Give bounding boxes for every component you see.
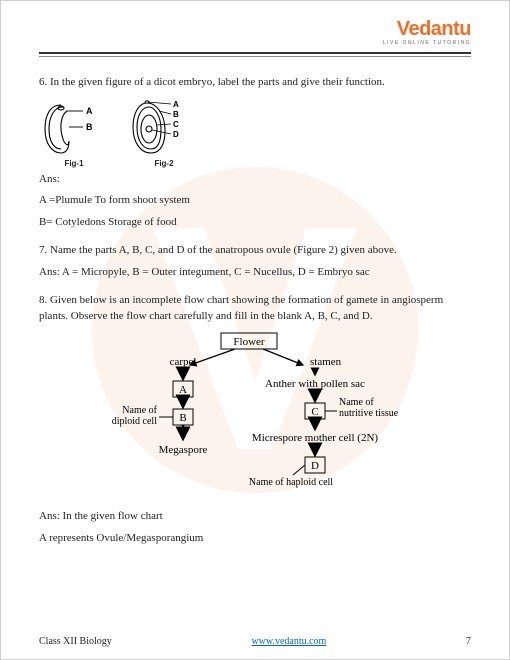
svg-text:A: A [173,100,179,109]
page-container: Vedantu LIVE ONLINE TUTORING 6. In the g… [0,0,510,660]
logo-text: Vedantu [383,19,471,39]
brand-logo: Vedantu LIVE ONLINE TUTORING [383,19,471,46]
footer-link[interactable]: www.vedantu.com [251,636,326,647]
svg-text:B: B [86,122,93,132]
page-content: Vedantu LIVE ONLINE TUTORING 6. In the g… [39,19,471,547]
footer-page: 7 [466,636,471,647]
svg-text:C: C [311,406,318,418]
flowchart-svg: Flower carpel stamen A B Name of diploid [105,331,405,501]
q6-ans-label: Ans: [39,172,471,188]
svg-text:B: B [179,412,186,424]
svg-text:Flower: Flower [233,336,265,348]
q8-ans1: Ans: In the given flow chart [39,509,471,525]
footer: Class XII Biology www.vedantu.com 7 [39,636,471,647]
header-rule-top [39,52,471,54]
q6-ans-a: A =Plumule To form shoot system [39,193,471,209]
q7-ans: Ans: A = Micropyle, B = Outer integument… [39,265,471,281]
svg-text:D: D [311,460,319,472]
logo-subtext: LIVE ONLINE TUTORING [383,40,471,46]
fig2-box: A B C D Fig-2 [129,97,199,170]
q6-question: 6. In the given figure of a dicot embryo… [39,75,471,91]
svg-text:Anther with pollen sac: Anther with pollen sac [265,378,365,390]
svg-text:A: A [179,384,187,396]
footer-subject: Class XII Biology [39,636,112,647]
fig1-caption: Fig-1 [39,158,109,170]
fig2-caption: Fig-2 [129,158,199,170]
q8-ans2: A represents Ovule/Megasporangium [39,531,471,547]
svg-text:C: C [173,120,179,129]
svg-text:Megaspore: Megaspore [159,444,208,456]
q8-question: 8. Given below is an incomplete flow cha… [39,293,471,325]
q7-question: 7. Name the parts A, B, C, and D of the … [39,243,471,259]
svg-text:stamen: stamen [310,356,342,368]
q6-ans-b: B= Cotyledons Storage of food [39,215,471,231]
svg-text:A: A [86,106,93,116]
header: Vedantu LIVE ONLINE TUTORING [39,19,471,46]
svg-text:diploid cell: diploid cell [112,416,157,427]
svg-text:Micrespore mother cell (2N): Micrespore mother cell (2N) [252,432,378,444]
fig2-svg: A B C D [129,97,199,157]
flowchart: Flower carpel stamen A B Name of diploid [39,331,471,501]
svg-text:B: B [173,110,179,119]
figure-row: A B Fig-1 [39,97,471,170]
svg-text:nutritive tissue: nutritive tissue [339,408,399,419]
svg-text:carpel: carpel [170,356,197,368]
svg-text:D: D [173,130,179,139]
header-rule-bottom [39,56,471,57]
svg-text:Name of: Name of [339,397,374,408]
svg-text:Name of haploid cell: Name of haploid cell [249,477,333,488]
fig1-box: A B Fig-1 [39,97,109,170]
svg-text:Name of: Name of [122,405,157,416]
body: 6. In the given figure of a dicot embryo… [39,75,471,547]
fig1-svg: A B [39,97,109,157]
